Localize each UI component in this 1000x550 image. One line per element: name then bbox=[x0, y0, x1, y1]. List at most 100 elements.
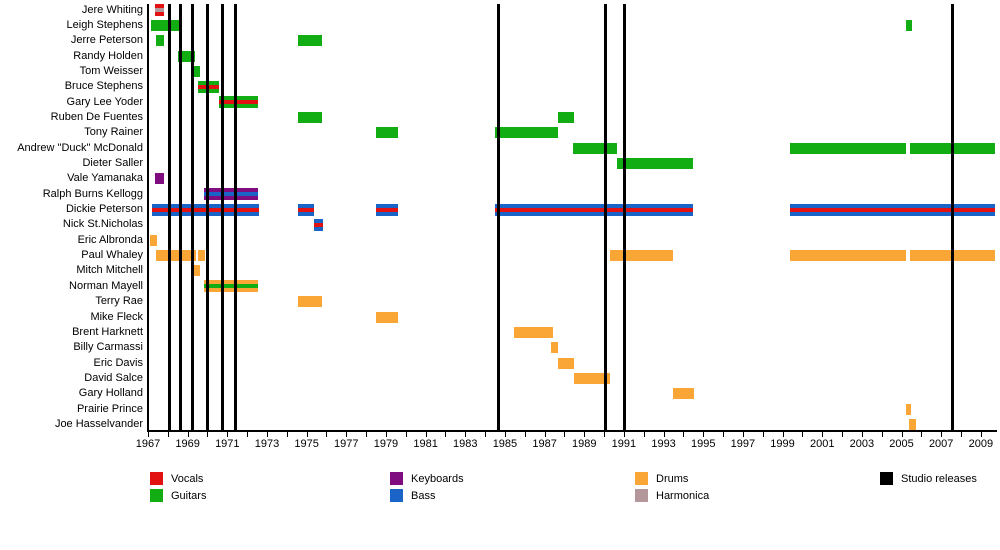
x-axis-tick bbox=[544, 432, 546, 437]
legend-swatch-bass bbox=[390, 489, 403, 502]
x-axis-tick bbox=[306, 432, 308, 437]
x-axis-tick bbox=[266, 432, 268, 437]
x-axis-tick bbox=[961, 432, 963, 437]
studio-release-line bbox=[220, 4, 224, 431]
x-axis-tick-label: 1969 bbox=[175, 438, 200, 450]
role-stripe-vocals bbox=[790, 207, 995, 212]
member-period-bar-guitars-vocals bbox=[219, 96, 259, 109]
studio-release-line bbox=[623, 4, 627, 431]
x-axis-tick-label: 2001 bbox=[809, 438, 835, 450]
member-period-bar-guitars bbox=[177, 50, 195, 62]
x-axis-tick-label: 2005 bbox=[889, 438, 914, 450]
member-period-bar-guitars bbox=[790, 142, 907, 154]
member-name-label: Randy Holden bbox=[73, 49, 143, 62]
role-stripe-bass bbox=[203, 192, 259, 197]
member-period-bar-bass-vocals bbox=[297, 203, 314, 216]
member-period-bar-bass-vocals bbox=[790, 203, 995, 216]
member-name-label: Gary Lee Yoder bbox=[66, 95, 143, 108]
member-name-label: Tony Rainer bbox=[84, 126, 143, 139]
legend-label: Keyboards bbox=[411, 473, 464, 485]
member-period-bar-drums bbox=[673, 388, 695, 400]
member-period-bar-guitars bbox=[558, 111, 575, 123]
member-name-label: Paul Whaley bbox=[81, 249, 143, 262]
member-name-label: Jere Whiting bbox=[81, 3, 143, 16]
legend-item-studio_release: Studio releases bbox=[880, 472, 1000, 486]
x-axis-line bbox=[147, 430, 997, 432]
member-period-bar-bass-vocals bbox=[313, 218, 323, 231]
role-stripe-vocals bbox=[297, 207, 314, 212]
member-period-bar-vocals-harmonica bbox=[154, 4, 164, 16]
member-period-bar-drums bbox=[610, 250, 674, 262]
x-axis-tick bbox=[861, 432, 863, 437]
x-axis-tick bbox=[425, 432, 427, 437]
x-axis-tick bbox=[346, 432, 348, 437]
x-axis-tick-label: 1981 bbox=[413, 438, 438, 450]
member-name-label: David Salce bbox=[84, 371, 143, 384]
x-axis-tick bbox=[445, 432, 447, 437]
member-name-label: Nick St.Nicholas bbox=[62, 218, 143, 231]
x-axis-tick bbox=[623, 432, 625, 437]
x-axis-tick bbox=[326, 432, 328, 437]
member-name-label: Terry Rae bbox=[95, 295, 143, 308]
legend-label: Studio releases bbox=[901, 473, 977, 485]
member-period-bar-drums bbox=[155, 250, 196, 262]
x-axis-tick bbox=[683, 432, 685, 437]
legend-swatch-vocals bbox=[150, 472, 163, 485]
member-name-label: Mitch Mitchell bbox=[76, 264, 143, 277]
studio-release-line bbox=[179, 4, 183, 431]
x-axis-tick bbox=[405, 432, 407, 437]
x-axis-tick-label: 1987 bbox=[532, 438, 557, 450]
member-period-bar-bass-vocals bbox=[376, 203, 398, 216]
legend-item-guitars: Guitars bbox=[150, 489, 370, 503]
x-axis-tick-label: 1967 bbox=[135, 438, 161, 450]
x-axis-tick-label: 1979 bbox=[373, 438, 399, 450]
legend-label: Harmonica bbox=[656, 490, 710, 502]
x-axis-tick bbox=[742, 432, 744, 437]
member-period-bar-guitars bbox=[376, 127, 398, 139]
member-period-bar-keyboards-bass bbox=[203, 188, 259, 201]
x-axis-tick bbox=[485, 432, 487, 437]
x-axis-tick bbox=[148, 432, 149, 437]
x-axis-tick-label: 1975 bbox=[294, 438, 319, 450]
x-axis-tick bbox=[584, 432, 586, 437]
role-stripe-vocals bbox=[151, 207, 260, 212]
legend-label: Guitars bbox=[171, 490, 207, 502]
x-axis-tick bbox=[782, 432, 784, 437]
member-name-label: Prairie Prince bbox=[76, 402, 143, 415]
member-name-label: Jerre Peterson bbox=[70, 34, 143, 47]
x-axis-tick-label: 1989 bbox=[572, 438, 597, 450]
member-period-bar-guitars bbox=[573, 142, 617, 154]
legend-item-vocals: Vocals bbox=[150, 472, 370, 486]
member-name-label: Mike Fleck bbox=[90, 310, 143, 323]
member-period-bar-drums bbox=[376, 311, 398, 323]
x-axis-tick bbox=[286, 432, 288, 437]
member-period-bar-guitars bbox=[155, 35, 164, 47]
x-axis-tick bbox=[842, 432, 844, 437]
member-period-bar-drums bbox=[574, 372, 611, 384]
studio-release-line bbox=[950, 4, 954, 431]
legend-swatch-guitars bbox=[150, 489, 163, 502]
role-stripe-vocals bbox=[219, 100, 259, 105]
legend-item-bass: Bass bbox=[390, 489, 610, 503]
member-period-bar-drums bbox=[790, 250, 907, 262]
legend-label: Vocals bbox=[171, 473, 204, 485]
x-axis-tick bbox=[723, 432, 725, 437]
x-axis-tick bbox=[921, 432, 923, 437]
legend-label: Bass bbox=[411, 490, 436, 502]
x-axis-tick bbox=[980, 432, 982, 437]
member-period-bar-drums bbox=[149, 234, 157, 246]
member-name-label: Joe Hasselvander bbox=[54, 417, 143, 430]
legend-swatch-keyboards bbox=[390, 472, 403, 485]
x-axis-tick-label: 1971 bbox=[215, 438, 240, 450]
studio-release-line bbox=[168, 4, 172, 431]
x-axis-tick-label: 1999 bbox=[770, 438, 795, 450]
x-axis-tick-label: 1973 bbox=[254, 438, 280, 450]
x-axis-tick bbox=[187, 432, 189, 437]
x-axis-tick bbox=[167, 432, 169, 437]
role-stripe-vocals bbox=[313, 222, 323, 227]
member-name-label: Bruce Stephens bbox=[64, 80, 143, 93]
member-period-bar-bass-vocals bbox=[495, 203, 694, 216]
member-name-label: Gary Holland bbox=[78, 387, 143, 400]
member-period-bar-drums bbox=[197, 250, 206, 262]
